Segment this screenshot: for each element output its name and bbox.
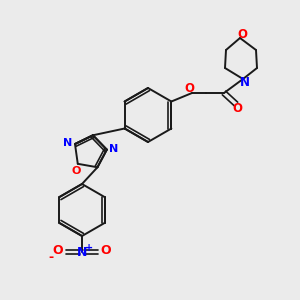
- Text: N: N: [77, 245, 87, 259]
- Text: O: O: [101, 244, 111, 257]
- Text: -: -: [48, 250, 54, 263]
- Text: O: O: [53, 244, 63, 257]
- Text: N: N: [63, 138, 73, 148]
- Text: O: O: [184, 82, 194, 94]
- Text: O: O: [237, 28, 247, 40]
- Text: N: N: [240, 76, 250, 89]
- Text: N: N: [109, 144, 119, 154]
- Text: +: +: [85, 243, 93, 253]
- Text: O: O: [232, 103, 242, 116]
- Text: O: O: [71, 166, 80, 176]
